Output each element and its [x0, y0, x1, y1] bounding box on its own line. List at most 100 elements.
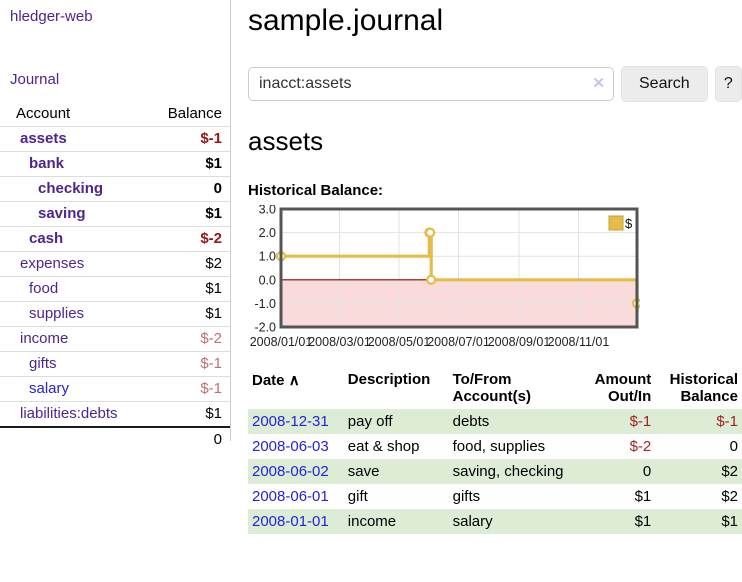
account-balance: $-1: [200, 380, 222, 397]
sidebar-account-link[interactable]: checking: [38, 180, 104, 197]
svg-text:-1.0: -1.0: [254, 297, 276, 311]
sidebar-account-link[interactable]: food: [29, 280, 59, 297]
sidebar-account-link[interactable]: income: [20, 330, 69, 347]
svg-text:2008/05/01: 2008/05/01: [368, 335, 431, 349]
transaction-date-link[interactable]: 2008-01-01: [252, 513, 329, 530]
sidebar-account-link[interactable]: cash: [29, 230, 64, 247]
date-header-label: Date: [252, 372, 285, 389]
accounts-table: Account Balance assets $-1 bank $1 checking 0…: [0, 102, 230, 452]
page-title: sample.journal: [248, 4, 444, 37]
clear-search-icon[interactable]: ✕: [592, 75, 605, 92]
sidebar-account-link[interactable]: bank: [29, 155, 65, 172]
transaction-accounts: salary: [452, 513, 493, 530]
transaction-accounts: food, supplies: [452, 438, 546, 455]
sidebar-account-link[interactable]: salary: [29, 380, 70, 397]
transaction-description: gift: [347, 488, 368, 505]
account-balance: $1: [205, 280, 222, 297]
transaction-balance: $1: [721, 513, 738, 530]
account-row: cash $-2: [0, 226, 230, 252]
transaction-date-link[interactable]: 2008-06-03: [252, 438, 329, 455]
account-row: saving $1: [0, 201, 230, 227]
account-balance: $1: [205, 205, 222, 222]
account-balance: $-1: [200, 130, 222, 147]
svg-text:2.0: 2.0: [259, 226, 276, 240]
search-form: ✕ Search ?: [248, 66, 742, 102]
svg-text:2008/03/01: 2008/03/01: [308, 335, 371, 349]
transaction-description: save: [347, 463, 380, 480]
transaction-description: pay off: [347, 413, 393, 430]
transaction-date-link[interactable]: 2008-06-01: [252, 488, 329, 505]
transaction-amount: $-2: [629, 438, 652, 455]
plot-border: [279, 207, 639, 329]
sidebar-account-link[interactable]: expenses: [20, 255, 85, 272]
transaction-date-link[interactable]: 2008-12-31: [252, 413, 329, 430]
account-title: assets: [248, 126, 324, 156]
account-row: bank $1: [0, 151, 230, 177]
search-input-wrap: ✕: [248, 67, 614, 101]
account-row: assets $-1: [0, 126, 230, 152]
svg-text:2008/11/01: 2008/11/01: [548, 335, 610, 349]
account-balance: $1: [205, 155, 222, 172]
accounts-total-row: 0: [0, 427, 230, 452]
column-header-date[interactable]: Date ∧: [248, 367, 344, 409]
account-balance: $-2: [200, 330, 222, 347]
transaction-balance: $-1: [716, 413, 738, 430]
column-header-description: Description: [347, 371, 431, 388]
legend-swatch: [608, 215, 624, 231]
transaction-row: 2008-06-01 gift gifts $1 $2: [248, 484, 742, 509]
account-row: food $1: [0, 276, 230, 302]
accounts-header-account: Account: [16, 105, 71, 122]
account-row: income $-2: [0, 326, 230, 352]
svg-text:2008/01/01: 2008/01/01: [250, 335, 313, 349]
svg-text:2008/07/01: 2008/07/01: [427, 335, 490, 349]
transaction-row: 2008-06-02 save saving, checking 0 $2: [248, 459, 742, 484]
main-content: sample.journal ✕ Search ? assets Histori…: [248, 0, 742, 534]
data-point-marker: [426, 274, 437, 285]
app-brand-link[interactable]: hledger-web: [10, 8, 93, 25]
account-row: gifts $-1: [0, 351, 230, 377]
transaction-row: 2008-01-01 income salary $1 $1: [248, 509, 742, 534]
sidebar-account-link[interactable]: saving: [38, 205, 86, 222]
account-balance: 0: [213, 180, 222, 197]
balance-chart: $3.0 2.0 1.0 0.0 -1.0 -2.0 2008/01/01 2008/03/0…: [248, 203, 643, 353]
transactions-header-row: Date ∧ Description To/From Account(s) Am…: [248, 367, 742, 409]
account-balance: $1: [205, 305, 222, 322]
chart-label: Historical Balance:: [248, 182, 384, 199]
column-header-amount: Amount Out/In: [594, 371, 652, 405]
sidebar: hledger-web Journal Account Balance asse…: [0, 0, 231, 448]
account-balance: $2: [205, 255, 222, 272]
sort-ascending-icon: ∧: [288, 372, 300, 389]
help-button[interactable]: ?: [714, 66, 742, 102]
account-row: liabilities:debts $1: [0, 401, 230, 428]
account-row: supplies $1: [0, 301, 230, 327]
transaction-amount: $1: [634, 513, 652, 530]
account-balance: $1: [205, 405, 222, 422]
sidebar-account-link[interactable]: assets: [20, 130, 67, 147]
sidebar-account-link[interactable]: supplies: [29, 305, 85, 322]
transaction-accounts: gifts: [452, 488, 481, 505]
transaction-amount: 0: [642, 463, 652, 480]
transaction-row: 2008-06-03 eat & shop food, supplies $-2 0: [248, 434, 742, 459]
transaction-row: 2008-12-31 pay off debts $-1 $-1: [248, 409, 742, 434]
svg-text:3.0: 3.0: [259, 205, 276, 217]
svg-text:1.0: 1.0: [259, 250, 276, 264]
transaction-accounts: saving, checking: [452, 463, 564, 480]
transaction-description: income: [347, 513, 397, 530]
svg-text:-2.0: -2.0: [254, 321, 276, 335]
sidebar-account-link[interactable]: gifts: [29, 355, 57, 372]
search-input[interactable]: [248, 67, 614, 101]
transaction-date-link[interactable]: 2008-06-02: [252, 463, 329, 480]
search-button[interactable]: Search: [621, 66, 708, 102]
transaction-balance: 0: [729, 438, 738, 455]
sidebar-item-journal[interactable]: Journal: [10, 71, 60, 88]
column-header-balance: Historical Balance: [669, 371, 738, 405]
transaction-balance: $2: [721, 488, 738, 505]
column-header-accounts: To/From Account(s): [452, 371, 531, 405]
data-point-marker: [425, 227, 436, 238]
sidebar-account-link[interactable]: liabilities:debts: [20, 405, 118, 422]
transaction-amount: $1: [634, 488, 652, 505]
accounts-total-value: 0: [213, 431, 222, 448]
svg-text:0.0: 0.0: [259, 273, 276, 287]
transaction-accounts: debts: [452, 413, 490, 430]
accounts-header-balance: Balance: [167, 105, 222, 122]
